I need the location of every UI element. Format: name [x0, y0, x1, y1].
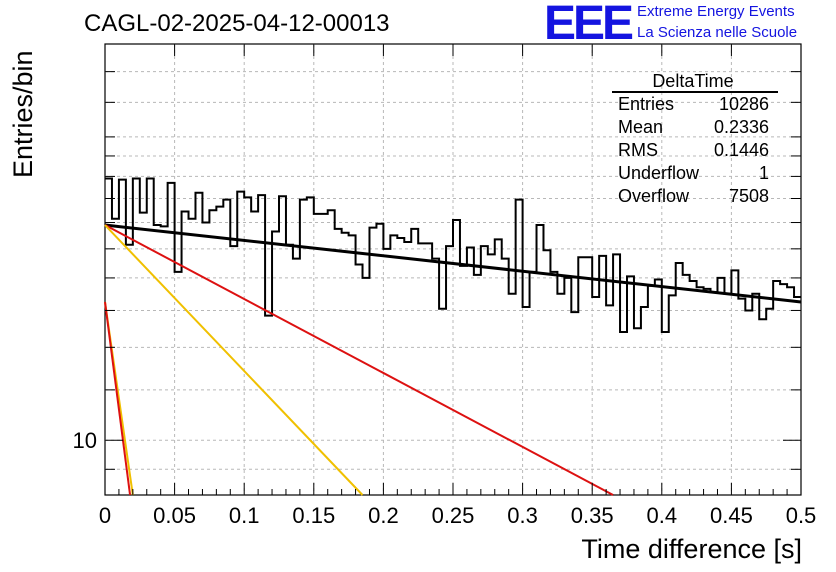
- stats-label: Entries: [618, 94, 674, 114]
- y-axis-label: Entries/bin: [8, 50, 38, 178]
- stats-label: Mean: [618, 117, 663, 137]
- histogram-bars: [105, 177, 801, 333]
- fit-line-0: [104, 223, 802, 304]
- y-tick-label: 10: [73, 428, 97, 453]
- x-tick-label: 0.2: [368, 503, 399, 528]
- stats-value: 0.2336: [714, 117, 769, 137]
- fit-line-1: [104, 224, 614, 496]
- stats-value: 7508: [729, 186, 769, 206]
- x-axis-label: Time difference [s]: [581, 534, 802, 564]
- stats-label: Overflow: [618, 186, 690, 206]
- stats-title: DeltaTime: [652, 71, 733, 91]
- stats-value: 0.1446: [714, 140, 769, 160]
- stats-value: 10286: [719, 94, 769, 114]
- eee-subtitle-line2: La Scienza nelle Scuole: [637, 24, 798, 41]
- x-tick-label: 0.1: [229, 503, 260, 528]
- x-tick-label: 0.4: [647, 503, 678, 528]
- eee-subtitle-line1: Extreme Energy Events: [637, 3, 795, 20]
- x-tick-label: 0.35: [571, 503, 614, 528]
- stats-value: 1: [759, 163, 769, 183]
- fit-line-2: [104, 224, 364, 496]
- chart-title: CAGL-02-2025-04-12-00013: [84, 10, 390, 37]
- x-tick-label: 0.3: [507, 503, 538, 528]
- eee-logo: EEE: [544, 0, 634, 50]
- x-tick-label: 0: [99, 503, 111, 528]
- x-tick-label: 0.5: [786, 503, 817, 528]
- x-tick-label: 0.45: [710, 503, 753, 528]
- x-tick-label: 0.15: [292, 503, 335, 528]
- x-tick-label: 0.25: [432, 503, 475, 528]
- stats-label: RMS: [618, 140, 658, 160]
- x-tick-label: 0.05: [153, 503, 196, 528]
- fit-line-4: [104, 301, 132, 496]
- stats-label: Underflow: [618, 163, 700, 183]
